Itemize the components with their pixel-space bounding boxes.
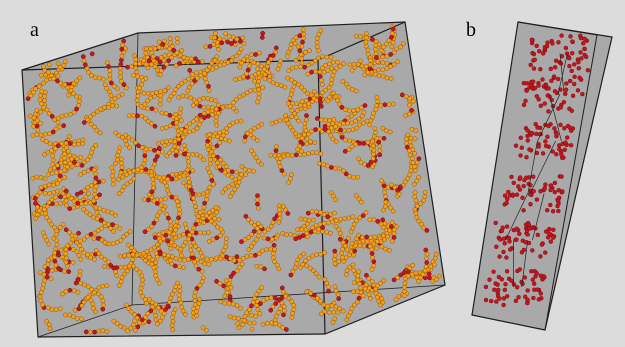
panel-b-box-edge-back <box>544 36 613 331</box>
panel-b-label: b <box>466 19 476 41</box>
panel-a-box-edge-back-bottom <box>131 284 446 306</box>
panel-b-beads <box>483 33 591 308</box>
panel-a-beads <box>25 24 442 335</box>
panel-b: b <box>466 19 613 331</box>
panel-a: a <box>21 19 446 338</box>
panel-a-label: a <box>30 19 39 41</box>
panel-b-box-edge-front <box>517 21 598 331</box>
panel-a-box-edge-front-top <box>317 21 406 61</box>
